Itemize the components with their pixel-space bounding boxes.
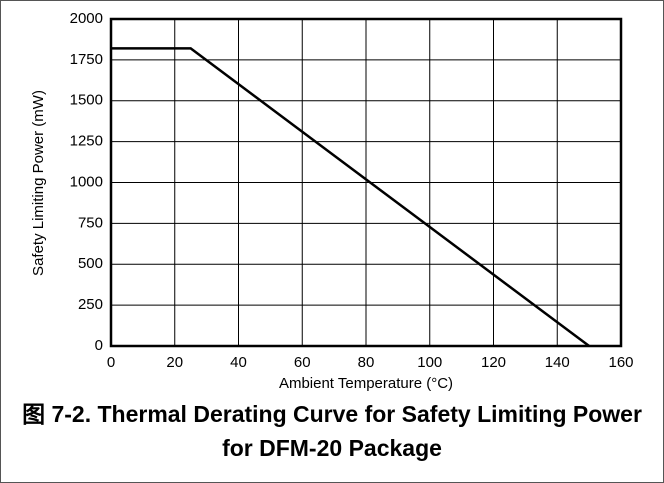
x-tick-label: 160 (608, 354, 633, 371)
y-tick-label: 1750 (70, 51, 103, 68)
plot-border (109, 17, 623, 348)
caption: 图 7-2. Thermal Derating Curve for Safety… (22, 401, 642, 461)
x-tick-label: 100 (417, 354, 442, 371)
y-axis-label: Safety Limiting Power (mW) (30, 90, 47, 276)
x-tick-label: 0 (107, 354, 115, 371)
chart: Ambient Temperature (°C) Safety Limiting… (30, 10, 634, 391)
y-tick-label: 2000 (70, 10, 103, 27)
x-tick-label: 80 (358, 354, 375, 371)
y-tick-label: 1000 (70, 173, 103, 190)
x-tick-label: 120 (481, 354, 506, 371)
x-tick-label: 20 (166, 354, 183, 371)
y-tick-label: 500 (78, 255, 103, 272)
x-tick-label: 60 (294, 354, 311, 371)
x-tick-label: 140 (545, 354, 570, 371)
y-tick-label: 250 (78, 296, 103, 313)
x-tick-label: 40 (230, 354, 247, 371)
x-axis-label: Ambient Temperature (°C) (279, 375, 453, 391)
y-tick-label: 1250 (70, 133, 103, 150)
data-line (111, 47, 590, 348)
y-tick-label: 0 (95, 337, 103, 354)
y-tick-label: 1500 (70, 92, 103, 109)
y-tick-label: 750 (78, 214, 103, 231)
